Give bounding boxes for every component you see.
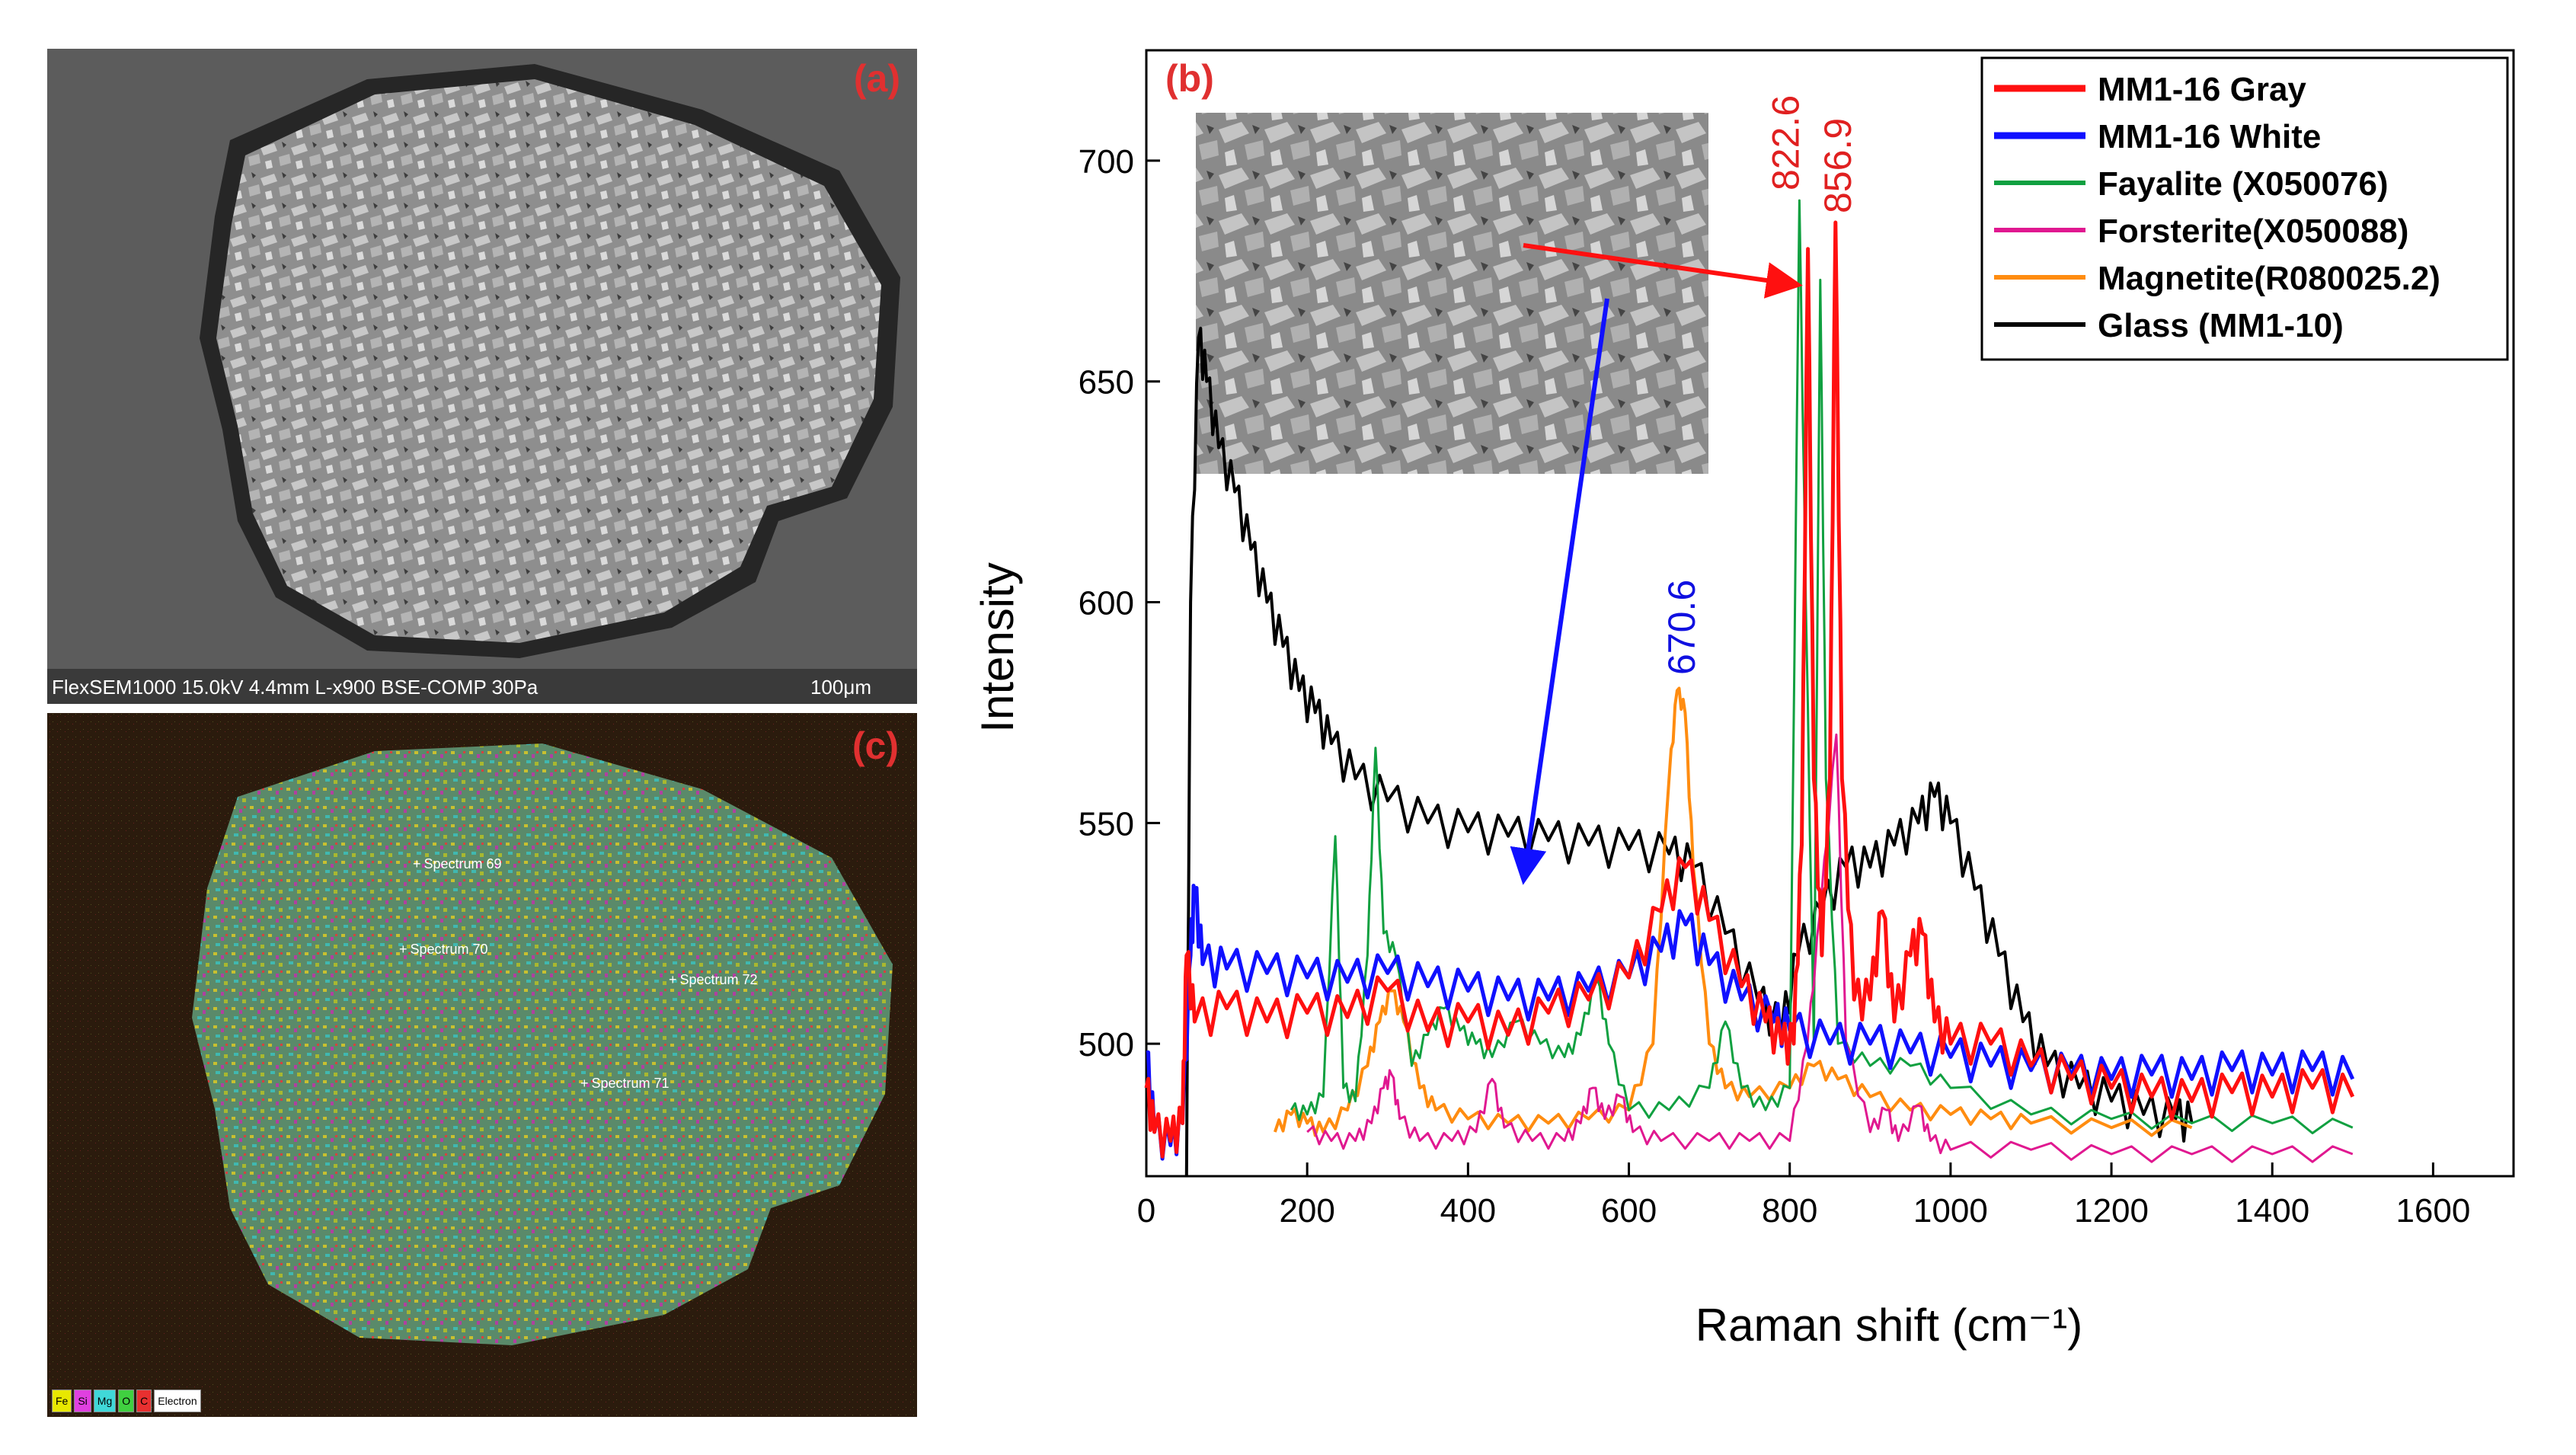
sem-info-bar: FlexSEM1000 15.0kV 4.4mm L-x900 BSE-COMP… [47,669,917,704]
series-line-forsterite-x050088- [1306,733,2354,1163]
panel-c-label: (c) [852,724,899,767]
chart-legend: MM1-16 Gray MM1-16 White Fayalite (X050076… [1980,56,2509,361]
series-line-fayalite-x050076- [1290,199,2354,1134]
blue-arrow [1510,298,1609,885]
sem-info-text: FlexSEM1000 15.0kV 4.4mm L-x900 BSE-COMP… [52,676,539,699]
legend-si: Si [74,1389,91,1412]
peak-label-822-6: 822.6 [1765,95,1807,190]
plot-border [1145,49,2515,1178]
y-tick-label: 500 [1079,1026,1134,1063]
sem-scale-text: 100μm [810,676,871,699]
peak-label-856-9: 856.9 [1817,118,1859,213]
series-line-mm1-16-white [1146,884,2355,1161]
legend-entry: MM1-16 White [2098,118,2321,155]
series-layer [1144,199,2355,1177]
x-tick-label: 0 [1137,1192,1155,1230]
legend-entry: Forsterite(X050088) [2098,213,2408,250]
x-axis-label: Raman shift (cm⁻¹) [1695,1300,2082,1351]
eds-map-panel: (c) + Spectrum 69 + Spectrum 70 + Spectrum … [47,713,917,1417]
panel-a-label: (a) [853,57,900,100]
sem-image-panel: (a) FlexSEM1000 15.0kV 4.4mm L-x900 BSE-… [47,49,917,704]
legend-electron: Electron [154,1389,201,1412]
sem-image [47,49,917,704]
y-tick-label: 700 [1079,143,1134,181]
spectrum-71-label: + Spectrum 71 [580,1076,670,1091]
inset-image [1196,113,1708,474]
legend-mg: Mg [93,1389,117,1412]
x-tick-label: 1400 [2235,1192,2309,1230]
x-tick-label: 200 [1279,1192,1334,1230]
legend-entry: Glass (MM1-10) [2098,307,2344,344]
spectrum-70-label: + Spectrum 70 [399,942,488,957]
y-tick-label: 650 [1079,364,1134,401]
legend-fe: Fe [52,1389,72,1412]
plot-frame [1145,49,2515,1178]
series-line-glass-mm1-10- [1184,326,2194,1177]
x-tick-label: 1200 [2074,1192,2149,1230]
peak-annotations: 822.6 856.9 670.6 [1660,95,1859,675]
legend-entry: Magnetite(R080025.2) [2098,260,2440,297]
raman-chart: 0 200 400 600 800 1000 1200 1400 1600 500 550 600 65… [972,49,2515,1351]
legend-entry: Fayalite (X050076) [2098,165,2389,203]
axes: 0 200 400 600 800 1000 1200 1400 1600 500 550 600 65… [1079,143,2471,1230]
peak-label-670-6: 670.6 [1660,580,1703,675]
legend-box [1980,56,2509,361]
spectrum-69-label: + Spectrum 69 [413,856,502,871]
series-line-magnetite-r080025-2- [1274,686,2193,1137]
series-line-mm1-16-gray [1144,220,2355,1159]
red-arrow [1523,243,1803,299]
y-axis-label: Intensity [972,562,1023,732]
x-tick-label: 1600 [2395,1192,2470,1230]
y-tick-label: 550 [1079,805,1134,843]
x-tick-label: 800 [1762,1192,1817,1230]
eds-element-legend: Fe Si Mg O C Electron [52,1389,201,1412]
x-tick-label: 600 [1601,1192,1657,1230]
panel-b-label: (b) [1165,57,1214,100]
spectrum-72-label: + Spectrum 72 [669,972,758,987]
sem-inset [1196,113,1708,474]
legend-c: C [136,1389,152,1412]
x-tick-label: 1000 [1913,1192,1988,1230]
eds-map-image [47,713,917,1417]
legend-entry: MM1-16 Gray [2098,71,2306,108]
x-tick-label: 400 [1440,1192,1496,1230]
legend-o: O [118,1389,135,1412]
arrows [1510,243,1803,885]
y-tick-label: 600 [1079,585,1134,622]
